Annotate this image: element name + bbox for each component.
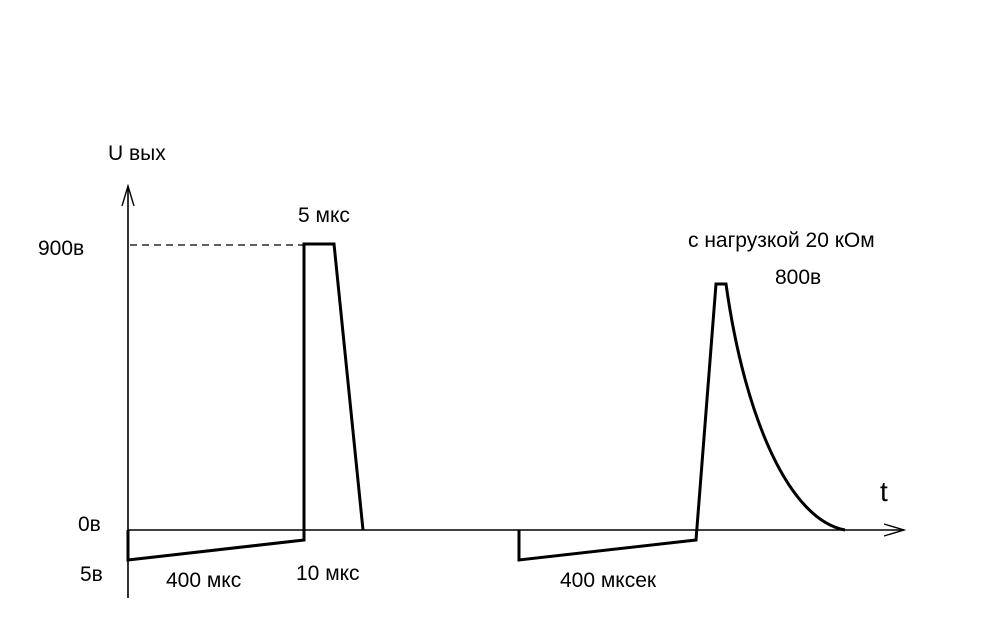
level-900-label: 900в xyxy=(38,237,85,260)
pulse-1-waveform xyxy=(126,242,365,562)
y-axis-arrow-icon xyxy=(121,183,135,207)
level-negative-label: 5в xyxy=(80,563,103,586)
pulse-2-waveform xyxy=(517,282,846,562)
ramp-1-duration-label: 400 мкс xyxy=(166,569,242,592)
y-axis-label: U вых xyxy=(108,142,166,165)
x-axis-label: t xyxy=(880,476,888,507)
pulse-top-duration-label: 5 мкс xyxy=(298,204,350,227)
fall-duration-label: 10 мкс xyxy=(296,562,360,585)
load-note-label: с нагрузкой 20 кОм xyxy=(688,229,875,252)
x-axis-arrow-icon xyxy=(883,523,907,537)
level-zero-label: 0в xyxy=(78,513,101,536)
ramp-2-duration-label: 400 мксек xyxy=(560,569,657,592)
load-peak-label: 800в xyxy=(775,266,822,289)
